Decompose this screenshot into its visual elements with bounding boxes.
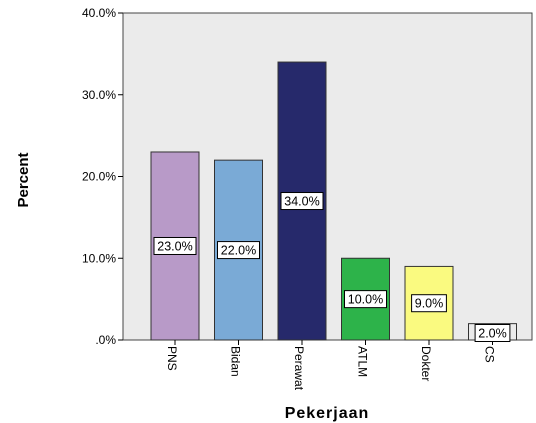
x-category-label: Dokter — [419, 346, 433, 381]
data-label-box — [344, 290, 387, 309]
data-label-box — [411, 294, 447, 313]
x-category-label: PNS — [165, 346, 179, 371]
data-label-box — [217, 241, 260, 260]
y-tick-label: 20.0% — [82, 170, 116, 184]
data-label: 34.0% — [284, 195, 319, 209]
data-label: 23.0% — [157, 239, 192, 253]
y-tick-label: 40.0% — [82, 6, 116, 20]
x-category-label: Perawat — [292, 346, 306, 391]
data-label: 2.0% — [478, 327, 507, 341]
data-label-box — [474, 324, 511, 342]
data-label: 9.0% — [415, 297, 444, 311]
x-axis-title: Pekerjaan — [285, 405, 370, 422]
data-label-box — [280, 192, 324, 211]
y-axis-title: Percent — [15, 152, 32, 207]
x-category-label: ATLM — [355, 346, 369, 377]
data-label-box — [153, 236, 197, 255]
data-label: 10.0% — [348, 293, 383, 307]
y-tick-label: .0% — [95, 333, 116, 347]
x-category-label: Bidan — [228, 346, 242, 377]
x-category-label: CS — [482, 346, 496, 363]
y-tick-label: 30.0% — [82, 88, 116, 102]
data-label: 22.0% — [221, 244, 256, 258]
y-tick-label: 10.0% — [82, 251, 116, 265]
